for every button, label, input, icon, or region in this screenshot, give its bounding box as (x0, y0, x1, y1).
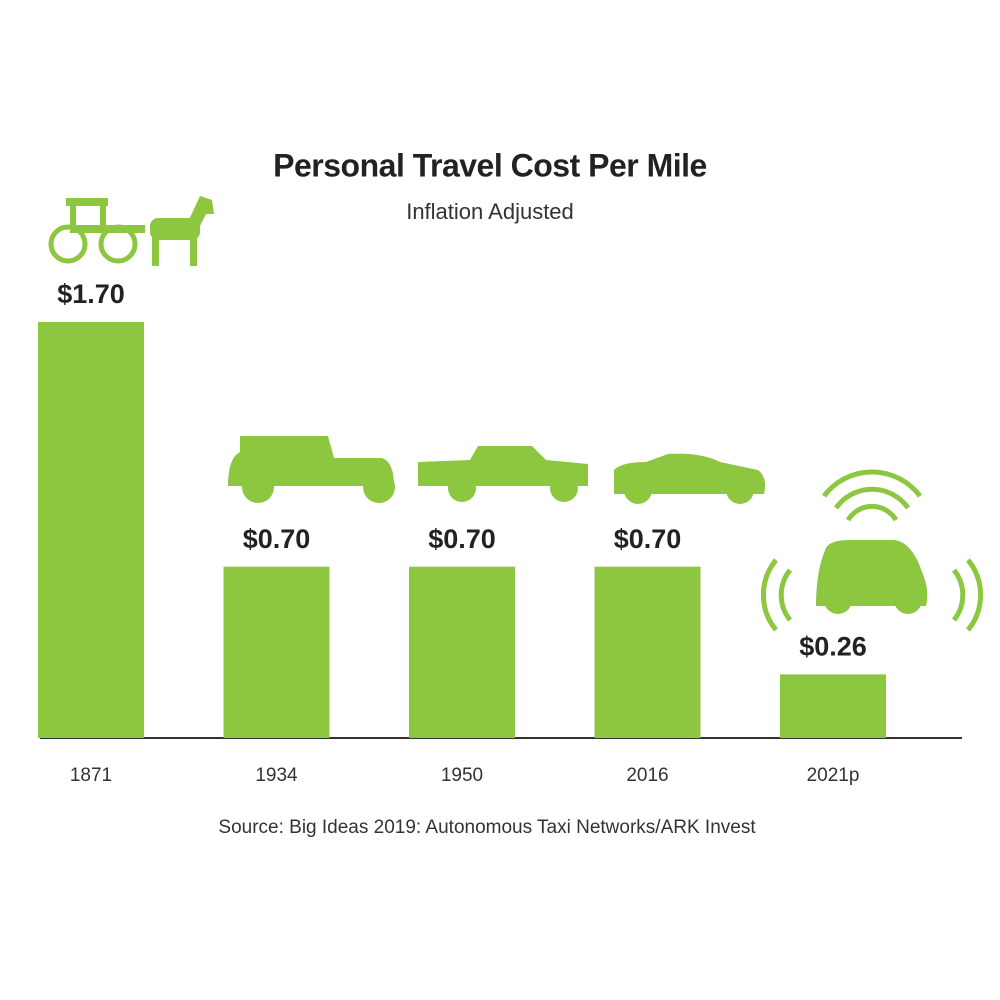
x-tick-label: 2016 (626, 765, 668, 786)
bar (594, 566, 701, 738)
value-label: $0.70 (614, 524, 682, 554)
source-note: Source: Big Ideas 2019: Autonomous Taxi … (218, 817, 756, 838)
carriage-icon (48, 196, 214, 266)
icons (48, 196, 983, 632)
value-label: $0.70 (428, 524, 496, 554)
bar (780, 674, 886, 738)
old-car-icon (228, 436, 395, 503)
bar (409, 566, 515, 738)
bar (38, 322, 144, 738)
value-label: $0.26 (799, 632, 867, 662)
chart-subtitle: Inflation Adjusted (406, 199, 574, 224)
modern-car-icon (614, 453, 766, 504)
fifties-car-icon (418, 446, 588, 502)
x-tick-label: 2021p (807, 765, 860, 786)
chart-title: Personal Travel Cost Per Mile (273, 147, 707, 183)
value-label: $0.70 (243, 524, 311, 554)
x-tick-label: 1871 (70, 765, 112, 786)
x-tick-label: 1934 (255, 765, 298, 786)
value-label: $1.70 (57, 279, 125, 309)
autonomous-car-icon (761, 469, 983, 632)
bar (223, 566, 330, 738)
x-tick-label: 1950 (441, 765, 483, 786)
